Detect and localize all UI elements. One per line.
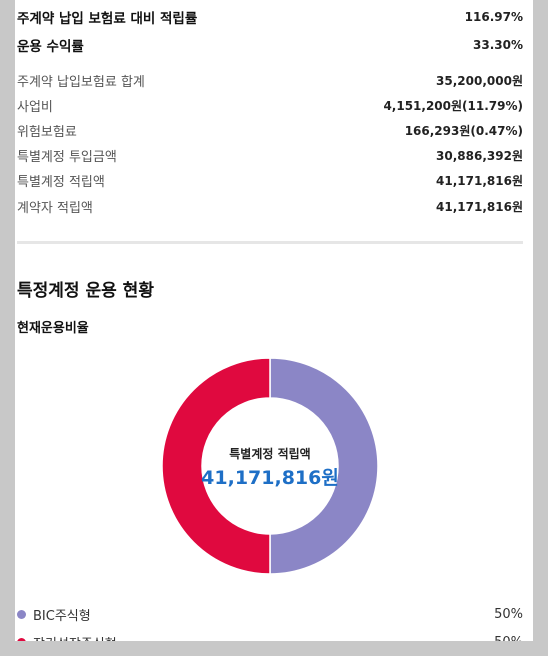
- detail-row: 위험보험료 166,293원(0.47%): [17, 119, 523, 141]
- detail-row: 특별계정 적립액 41,171,816원: [17, 169, 523, 191]
- legend-percent: 50%: [494, 606, 523, 622]
- detail-label: 계약자 적립액: [17, 200, 93, 216]
- donut-slice-2: [161, 357, 271, 575]
- detail-row: 특별계정 투입금액 30,886,392원: [17, 144, 523, 166]
- detail-label: 주계약 납입보험료 합계: [17, 74, 145, 90]
- detail-value: 4,151,200원(11.79%): [383, 98, 523, 113]
- return-rate-label: 운용 수익률: [17, 39, 84, 55]
- detail-value: 166,293원(0.47%): [404, 123, 523, 138]
- return-rate-value: 33.30%: [473, 38, 523, 52]
- donut-svg: [161, 357, 379, 575]
- return-rate-row: 운용 수익률 33.30%: [17, 34, 523, 56]
- allocation-donut-chart: 특별계정 적립액 41,171,816원: [161, 357, 379, 575]
- premium-ratio-label: 주계약 납입 보험료 대비 적립률: [17, 11, 198, 27]
- detail-value: 41,171,816원: [436, 173, 523, 188]
- section-subtitle: 현재운용비율: [17, 321, 89, 336]
- detail-label: 특별계정 적립액: [17, 174, 105, 190]
- detail-value: 41,171,816원: [436, 199, 523, 214]
- donut-center-label: 특별계정 적립액: [229, 447, 311, 461]
- premium-ratio-row: 주계약 납입 보험료 대비 적립률 116.97%: [17, 6, 523, 28]
- detail-row: 주계약 납입보험료 합계 35,200,000원: [17, 69, 523, 91]
- detail-label: 사업비: [17, 99, 53, 115]
- legend-name: BIC주식형: [33, 608, 91, 624]
- section-divider: [17, 241, 523, 244]
- detail-label: 특별계정 투입금액: [17, 149, 117, 165]
- detail-value: 35,200,000원: [436, 73, 523, 88]
- account-summary-card: 주계약 납입 보험료 대비 적립률 116.97% 운용 수익률 33.30% …: [15, 0, 533, 656]
- detail-row: 계약자 적립액 41,171,816원: [17, 195, 523, 217]
- premium-ratio-value: 116.97%: [464, 10, 523, 24]
- detail-value: 30,886,392원: [436, 148, 523, 163]
- section-title: 특정계정 운용 현황: [17, 281, 154, 301]
- detail-label: 위험보험료: [17, 124, 77, 140]
- legend-item: BIC주식형 50%: [17, 603, 523, 625]
- donut-center-value: 41,171,816원: [201, 467, 339, 489]
- detail-row: 사업비 4,151,200원(11.79%): [17, 94, 523, 116]
- donut-slice-1: [269, 357, 379, 575]
- legend-dot: [17, 609, 26, 619]
- bottom-bar: [0, 641, 548, 656]
